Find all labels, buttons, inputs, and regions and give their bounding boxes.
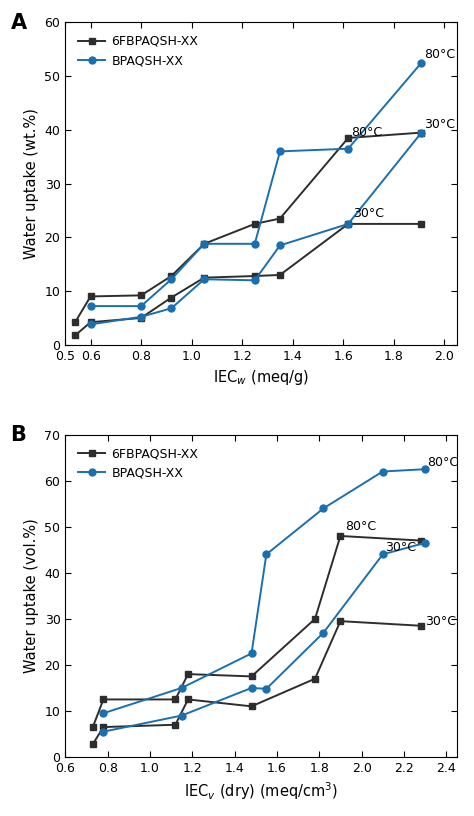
Text: 30°C: 30°C <box>425 614 456 628</box>
Legend: 6FBPAQSH-XX, BPAQSH-XX: 6FBPAQSH-XX, BPAQSH-XX <box>72 29 205 73</box>
BPAQSH-XX <box>419 127 424 137</box>
6FBPAQSH-XX <box>138 313 144 323</box>
6FBPAQSH-XX <box>90 739 96 749</box>
BPAQSH-XX <box>169 304 174 313</box>
Legend: 6FBPAQSH-XX, BPAQSH-XX: 6FBPAQSH-XX, BPAQSH-XX <box>72 441 205 486</box>
6FBPAQSH-XX <box>73 330 78 340</box>
BPAQSH-XX <box>88 320 93 330</box>
Text: 30°C: 30°C <box>385 541 416 554</box>
BPAQSH-XX <box>422 538 428 548</box>
Line: BPAQSH-XX: BPAQSH-XX <box>100 539 428 735</box>
Text: 80°C: 80°C <box>351 126 382 139</box>
6FBPAQSH-XX <box>88 317 93 327</box>
6FBPAQSH-XX <box>249 702 255 712</box>
BPAQSH-XX <box>320 628 326 637</box>
6FBPAQSH-XX <box>337 616 343 626</box>
BPAQSH-XX <box>277 241 283 251</box>
Line: 6FBPAQSH-XX: 6FBPAQSH-XX <box>90 618 424 747</box>
BPAQSH-XX <box>264 684 269 694</box>
6FBPAQSH-XX <box>346 219 351 228</box>
X-axis label: IEC$_v$ (dry) (meq/cm$^3$): IEC$_v$ (dry) (meq/cm$^3$) <box>184 780 338 802</box>
6FBPAQSH-XX <box>418 621 424 631</box>
Text: 30°C: 30°C <box>424 118 455 131</box>
6FBPAQSH-XX <box>100 722 106 732</box>
6FBPAQSH-XX <box>185 694 191 704</box>
6FBPAQSH-XX <box>419 219 424 228</box>
Text: B: B <box>10 425 27 445</box>
BPAQSH-XX <box>100 727 106 737</box>
Text: A: A <box>10 13 27 33</box>
6FBPAQSH-XX <box>277 270 283 280</box>
BPAQSH-XX <box>179 711 184 721</box>
BPAQSH-XX <box>138 312 144 322</box>
Text: 80°C: 80°C <box>427 456 458 468</box>
Text: 80°C: 80°C <box>424 48 455 61</box>
Text: 30°C: 30°C <box>353 206 384 220</box>
BPAQSH-XX <box>252 276 257 286</box>
BPAQSH-XX <box>346 219 351 228</box>
Y-axis label: Water uptake (wt.%): Water uptake (wt.%) <box>24 109 39 259</box>
BPAQSH-XX <box>380 549 385 559</box>
Line: BPAQSH-XX: BPAQSH-XX <box>87 129 425 328</box>
BPAQSH-XX <box>201 274 207 284</box>
Y-axis label: Water uptake (vol.%): Water uptake (vol.%) <box>24 518 39 673</box>
Line: 6FBPAQSH-XX: 6FBPAQSH-XX <box>72 220 425 339</box>
6FBPAQSH-XX <box>169 293 174 303</box>
6FBPAQSH-XX <box>201 273 207 282</box>
6FBPAQSH-XX <box>173 720 178 730</box>
6FBPAQSH-XX <box>312 674 318 684</box>
6FBPAQSH-XX <box>252 271 257 281</box>
BPAQSH-XX <box>249 683 255 693</box>
X-axis label: IEC$_w$ (meq/g): IEC$_w$ (meq/g) <box>213 368 309 388</box>
Text: 80°C: 80°C <box>345 521 376 534</box>
